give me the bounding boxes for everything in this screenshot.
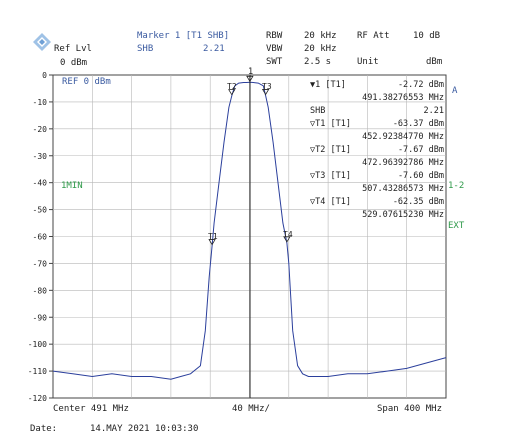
center-frequency: Center 491 MHz (53, 404, 129, 414)
y-tick-label: -50 (33, 206, 48, 215)
y-tick-label: -60 (33, 233, 48, 242)
marker-t4-label: T4 (283, 230, 293, 239)
marker-t1-frequency: 452.92384770 MHz (362, 132, 444, 142)
marker-t2-row: ▽T2 [T1] -7.67 dBm (310, 145, 444, 155)
marker-1-symbol (246, 75, 254, 83)
date-label: Date: (30, 424, 58, 434)
shb-value: 2.21 (423, 106, 444, 116)
marker-t2-label: T2 (227, 82, 237, 91)
trace-12-indicator: 1-2 (448, 181, 465, 191)
vbw-label: VBW (266, 44, 283, 54)
unit-label: Unit (357, 57, 379, 67)
marker-t3-label: T3 (262, 82, 272, 91)
marker-t3-symbol (261, 89, 270, 96)
y-tick-label: -80 (33, 286, 48, 295)
y-tick-label: -10 (33, 98, 48, 107)
y-axis-ticks: 0 -10 -20 -30 -40 -50 -60 -70 -80 -90 -100 -110 -120 (28, 71, 53, 403)
marker-1-name: ▼1 [T1] (310, 80, 346, 90)
marker-t4-level: -62.35 dBm (392, 197, 444, 207)
marker-1-frequency: 491.38276553 MHz (362, 93, 444, 103)
marker-t4-frequency: 529.07615230 MHz (362, 210, 444, 220)
marker-name: SHB (137, 44, 154, 54)
marker-t4-name: ▽T4 [T1] (310, 197, 351, 207)
trace-a-indicator: A (452, 86, 458, 96)
rbw-label: RBW (266, 31, 283, 41)
swt-value: 2.5 s (304, 57, 332, 67)
marker-t3-frequency: 507.43286573 MHz (362, 184, 444, 194)
marker-value: 2.21 (203, 44, 225, 54)
logo-icon (33, 33, 51, 51)
y-tick-label: -90 (33, 313, 48, 322)
ref-level-label: Ref Lvl (54, 44, 92, 54)
span: Span 400 MHz (377, 404, 443, 414)
marker-1-level: -2.72 dBm (397, 80, 444, 90)
marker-symbols (208, 75, 291, 246)
ref-level-value: 0 dBm (60, 58, 88, 68)
trace-line (52, 81, 447, 380)
marker-t3-name: ▽T3 [T1] (310, 171, 351, 181)
marker-1-label: 1 (248, 67, 253, 77)
marker-t1-symbol (208, 239, 216, 246)
shb-name: SHB (310, 106, 326, 116)
marker-t1-label: T1 (208, 232, 218, 241)
y-tick-label: -30 (33, 152, 48, 161)
y-tick-label: -70 (33, 259, 48, 268)
ext-indicator: EXT (448, 221, 465, 231)
swt-label: SWT (266, 57, 283, 67)
marker-t2-level: -7.67 dBm (397, 145, 444, 155)
y-tick-label: -120 (28, 394, 47, 403)
y-tick-label: 0 (42, 71, 47, 80)
marker-title: Marker 1 [T1 SHB] (137, 31, 230, 41)
shb-row: SHB 2.21 (310, 106, 444, 116)
rf-att-value: 10 dB (413, 31, 441, 41)
marker-t1-row: ▽T1 [T1] -63.37 dBm (310, 119, 444, 129)
marker-t4-row: ▽T4 [T1] -62.35 dBm (310, 197, 444, 207)
rbw-value: 20 kHz (304, 31, 337, 41)
marker-t2-frequency: 472.96392786 MHz (362, 158, 444, 168)
marker-1-row: ▼1 [T1] -2.72 dBm (310, 80, 444, 90)
marker-t2-symbol (228, 89, 236, 96)
marker-t1-name: ▽T1 [T1] (310, 119, 351, 129)
date-value: 14.MAY 2021 10:03:30 (90, 424, 199, 434)
y-tick-label: -20 (33, 125, 48, 134)
vbw-value: 20 kHz (304, 44, 337, 54)
minmax-annotation: 1MIN (61, 181, 83, 191)
marker-t3-level: -7.60 dBm (397, 171, 444, 181)
unit-value: dBm (426, 57, 443, 67)
y-tick-label: -40 (33, 179, 48, 188)
marker-t1-level: -63.37 dBm (392, 119, 444, 129)
y-tick-label: -100 (28, 340, 47, 349)
span-per-division: 40 MHz/ (232, 404, 270, 414)
marker-t2-name: ▽T2 [T1] (310, 145, 351, 155)
marker-t3-row: ▽T3 [T1] -7.60 dBm (310, 171, 444, 181)
marker-t4-symbol (283, 236, 291, 243)
rf-att-label: RF Att (357, 31, 390, 41)
ref-annotation: REF 0 dBm (62, 77, 111, 87)
y-tick-label: -110 (28, 367, 47, 376)
